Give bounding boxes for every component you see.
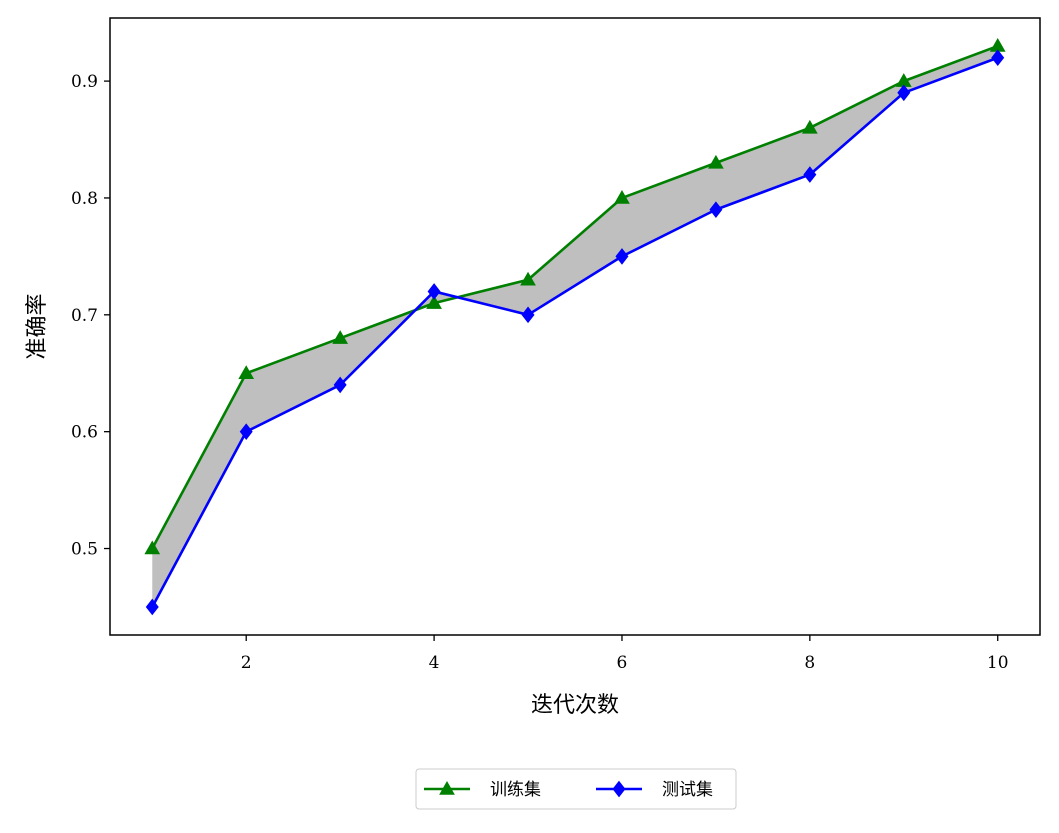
data-point	[333, 376, 347, 394]
y-tick-label: 0.6	[71, 423, 98, 443]
data-point	[332, 330, 349, 344]
x-tick-label: 8	[804, 653, 815, 673]
legend-entry-2: 测试集	[596, 780, 713, 800]
legend-marker	[612, 780, 626, 798]
x-axis-title: 迭代次数	[531, 693, 619, 718]
data-point	[615, 248, 629, 265]
legend-entry-1: 训练集	[424, 780, 541, 800]
data-point	[427, 283, 441, 300]
legend-box	[415, 768, 737, 810]
x-tick-label: 6	[617, 653, 628, 673]
data-point	[801, 119, 818, 134]
data-point	[239, 423, 253, 440]
series-line	[151, 56, 999, 608]
data-point	[803, 166, 817, 183]
data-point	[144, 540, 161, 555]
series-line	[151, 44, 999, 550]
data-point	[521, 306, 535, 324]
data-point	[145, 598, 159, 616]
y-tick-label: 0.7	[71, 306, 98, 326]
y-tick-label: 0.9	[71, 72, 98, 92]
legend-entries: 训练集 测试集	[424, 780, 713, 800]
legend-marker	[439, 780, 455, 795]
series-2	[145, 49, 1005, 616]
data-point	[426, 295, 442, 309]
y-tick-label: 0.5	[71, 540, 98, 560]
legend-label: 测试集	[662, 780, 713, 800]
data-point	[991, 49, 1005, 67]
series-layer	[144, 38, 1006, 616]
series-1	[144, 38, 1006, 555]
axes-frame	[109, 17, 1041, 636]
legend: 训练集 测试集	[415, 768, 737, 810]
x-tick-label: 2	[241, 653, 252, 673]
data-point	[238, 365, 255, 379]
y-axis-title: 准确率	[25, 293, 50, 359]
y-ticks: 0.5 0.6 0.7 0.8 0.9	[71, 72, 110, 560]
legend-label: 训练集	[490, 780, 541, 800]
data-point	[709, 201, 723, 218]
x-ticks: 2 4 6 8 10	[241, 635, 1009, 673]
data-point	[708, 154, 724, 169]
x-tick-label: 10	[987, 653, 1009, 673]
data-point	[614, 189, 630, 204]
y-tick-label: 0.8	[71, 189, 98, 209]
data-point	[897, 84, 911, 102]
x-tick-label: 4	[429, 653, 440, 673]
data-point	[520, 271, 536, 286]
